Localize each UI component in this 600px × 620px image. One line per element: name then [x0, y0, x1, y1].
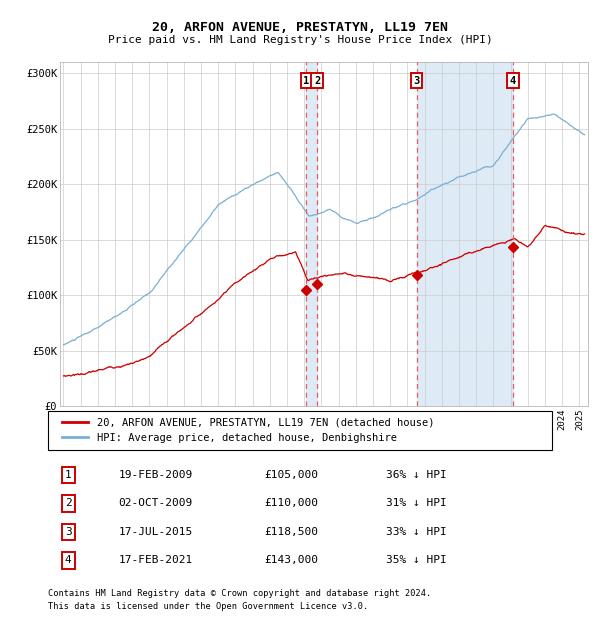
Text: 2: 2	[65, 498, 71, 508]
Text: This data is licensed under the Open Government Licence v3.0.: This data is licensed under the Open Gov…	[48, 602, 368, 611]
Text: 02-OCT-2009: 02-OCT-2009	[119, 498, 193, 508]
Text: 3: 3	[65, 527, 71, 537]
Text: 2: 2	[314, 76, 320, 86]
Text: £143,000: £143,000	[265, 556, 319, 565]
Text: 19-FEB-2009: 19-FEB-2009	[119, 470, 193, 480]
Text: 17-JUL-2015: 17-JUL-2015	[119, 527, 193, 537]
Text: Price paid vs. HM Land Registry's House Price Index (HPI): Price paid vs. HM Land Registry's House …	[107, 35, 493, 45]
Text: 1: 1	[304, 76, 310, 86]
Text: £118,500: £118,500	[265, 527, 319, 537]
Text: 36% ↓ HPI: 36% ↓ HPI	[386, 470, 446, 480]
Text: 3: 3	[413, 76, 420, 86]
Text: Contains HM Land Registry data © Crown copyright and database right 2024.: Contains HM Land Registry data © Crown c…	[48, 590, 431, 598]
Text: 1: 1	[65, 470, 71, 480]
Text: 4: 4	[510, 76, 516, 86]
Text: 35% ↓ HPI: 35% ↓ HPI	[386, 556, 446, 565]
Text: 20, ARFON AVENUE, PRESTATYN, LL19 7EN: 20, ARFON AVENUE, PRESTATYN, LL19 7EN	[152, 22, 448, 34]
Text: 4: 4	[65, 556, 71, 565]
Text: 31% ↓ HPI: 31% ↓ HPI	[386, 498, 446, 508]
Text: £105,000: £105,000	[265, 470, 319, 480]
Legend: 20, ARFON AVENUE, PRESTATYN, LL19 7EN (detached house), HPI: Average price, deta: 20, ARFON AVENUE, PRESTATYN, LL19 7EN (d…	[58, 414, 439, 447]
Bar	[307, 62, 317, 406]
Bar	[417, 62, 513, 406]
FancyBboxPatch shape	[48, 411, 552, 449]
Text: 17-FEB-2021: 17-FEB-2021	[119, 556, 193, 565]
Text: 33% ↓ HPI: 33% ↓ HPI	[386, 527, 446, 537]
Text: £110,000: £110,000	[265, 498, 319, 508]
